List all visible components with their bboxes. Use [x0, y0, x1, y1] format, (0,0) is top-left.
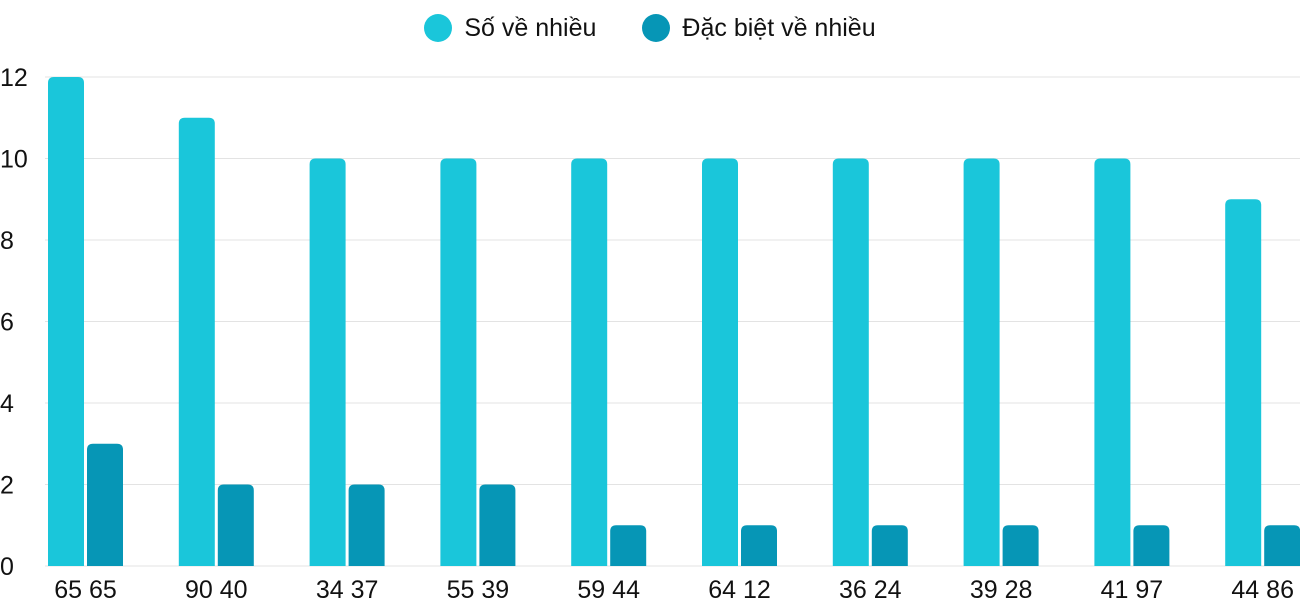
bar-series-2-34-37[interactable]: [348, 484, 385, 567]
y-tick-label-10: 10: [0, 146, 28, 174]
bar-series-1-44-86[interactable]: [1225, 199, 1262, 566]
y-tick-label-2: 2: [0, 472, 14, 500]
bar-series-1-41-97[interactable]: [1094, 158, 1131, 567]
x-tick-label-64-12: 64 12: [708, 576, 771, 600]
x-tick-label-34-37: 34 37: [316, 576, 379, 600]
chart-legend: Số về nhiều Đặc biệt về nhiều: [0, 8, 1300, 48]
x-tick-label-39-28: 39 28: [970, 576, 1033, 600]
legend-swatch-series-2: [642, 14, 671, 42]
bar-series-1-39-28[interactable]: [963, 158, 1000, 567]
bar-series-2-55-39[interactable]: [479, 484, 516, 567]
bar-series-1-64-12[interactable]: [702, 158, 738, 567]
y-axis-tick-labels: 0 2 4 6 8 10 12: [0, 64, 28, 581]
bar-series-2-39-28[interactable]: [1002, 525, 1039, 566]
y-tick-label-8: 8: [0, 227, 14, 255]
legend-label-series-1: Số về nhiều: [464, 13, 597, 42]
x-axis-tick-labels: 65 65 90 40 34 37 55 39 59 44 64 12 36 24 39 28…: [54, 576, 1294, 600]
bar-series-1-55-39[interactable]: [440, 158, 477, 567]
bar-series-1-34-37[interactable]: [309, 158, 346, 567]
legend-item-series-1[interactable]: Số về nhiều: [424, 14, 596, 43]
bar-series-2-44-86[interactable]: [1264, 525, 1300, 566]
bar-series-2-36-24[interactable]: [871, 525, 908, 566]
legend-label-series-2: Đặc biệt về nhiều: [682, 13, 876, 42]
x-tick-label-36-24: 36 24: [839, 576, 902, 600]
grid-lines: [45, 76, 1300, 567]
x-tick-label-65-65: 65 65: [54, 576, 117, 600]
y-tick-label-12: 12: [0, 64, 28, 92]
legend-swatch-series-1: [424, 14, 453, 42]
y-tick-label-6: 6: [0, 309, 14, 337]
x-tick-label-41-97: 41 97: [1101, 576, 1164, 600]
y-tick-label-4: 4: [0, 390, 14, 418]
bar-series-2-64-12[interactable]: [741, 525, 777, 566]
legend-item-series-2[interactable]: Đặc biệt về nhiều: [642, 13, 876, 43]
bar-series-1-65-65[interactable]: [48, 77, 84, 566]
bar-series-2-90-40[interactable]: [217, 484, 254, 567]
y-tick-label-0: 0: [0, 553, 14, 581]
x-tick-label-55-39: 55 39: [447, 576, 510, 600]
bar-series-2-59-44[interactable]: [610, 525, 647, 566]
bar-series-1-59-44[interactable]: [571, 158, 608, 567]
bar-series-2-41-97[interactable]: [1133, 525, 1170, 566]
x-tick-label-90-40: 90 40: [185, 576, 248, 600]
bar-series-2-65-65[interactable]: [87, 443, 123, 566]
bars: [48, 77, 1300, 566]
x-tick-label-59-44: 59 44: [577, 576, 640, 600]
bar-series-1-90-40[interactable]: [178, 117, 215, 566]
x-tick-label-44-86: 44 86: [1231, 576, 1294, 600]
bar-series-1-36-24[interactable]: [832, 158, 869, 567]
